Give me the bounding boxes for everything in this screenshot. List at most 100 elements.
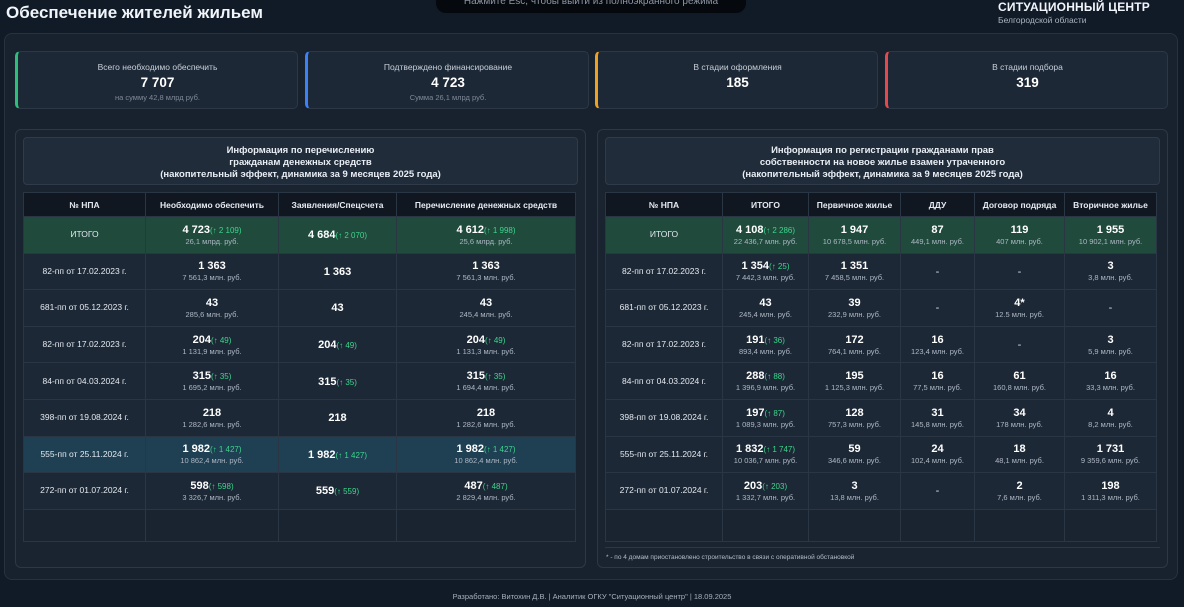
- cell-value: 4 684: [307, 229, 336, 242]
- table-cell: 4 612(↑ 1 998) 25,6 млрд. руб.: [396, 216, 576, 254]
- table-cell-empty: [396, 508, 576, 542]
- cell-value: 172: [845, 333, 864, 346]
- table-cell: 61 160,8 млн. руб.: [974, 362, 1065, 400]
- table-row: 681-пп от 05.12.2023 г. 43 245,4 млн. руб.…: [605, 289, 1157, 327]
- cell-value: 559: [315, 485, 335, 498]
- org-logo: СИТУАЦИОННЫЙ ЦЕНТР Белгородской области: [998, 0, 1150, 25]
- npa-cell: 272-пп от 01.07.2024 г.: [23, 472, 146, 510]
- npa-cell: 681-пп от 05.12.2023 г.: [23, 289, 146, 327]
- cell-sum: 346,6 млн. руб.: [828, 456, 881, 466]
- fullscreen-exit-toast: Нажмите Esc, чтобы выйти из полноэкранно…: [436, 0, 746, 13]
- cell-value: 218: [476, 406, 496, 419]
- table-row-empty: [605, 508, 1157, 542]
- cell-sum: 9 359,6 млн. руб.: [1080, 456, 1141, 466]
- panel-title-line: Информация по перечислению: [226, 145, 375, 156]
- cell-sum: 1 282,6 млн. руб.: [182, 419, 242, 429]
- table-cell: 288(↑ 88) 1 396,9 млн. руб.: [722, 362, 809, 400]
- registration-panel: Информация по регистрации гражданами пра…: [597, 129, 1168, 568]
- cell-value: 61: [1013, 370, 1026, 383]
- panel-title-line: (накопительный эффект, динамика за 9 мес…: [160, 169, 441, 180]
- kpi-value: 185: [726, 75, 749, 90]
- cell-value: 4*: [1014, 296, 1025, 309]
- cell-sum: 5,9 млн. руб.: [1088, 346, 1133, 356]
- table-cell: 1 363: [278, 252, 397, 291]
- cell-value: 204: [318, 339, 337, 352]
- kpi-value: 7 707: [140, 75, 175, 90]
- cell-sum: 26,1 млрд. руб.: [185, 236, 239, 246]
- cell-value: 1 955: [1096, 223, 1125, 236]
- cell-value: 288: [746, 370, 765, 383]
- cell-delta: (↑ 49): [336, 341, 357, 351]
- cell-sum: 10 902,1 млн. руб.: [1078, 236, 1143, 246]
- npa-cell: 82-пп от 17.02.2023 г.: [605, 325, 723, 364]
- npa-cell: ИТОГО: [605, 216, 723, 254]
- cell-delta: (↑ 25): [769, 262, 790, 272]
- kpi-label: В стадии подбора: [992, 62, 1063, 72]
- col-header-required: Необходимо обеспечить: [145, 192, 279, 217]
- table-cell: 4 723(↑ 2 109) 26,1 млрд. руб.: [145, 216, 279, 254]
- table-row: 82-пп от 17.02.2023 г. 1 363 7 561,3 млн. …: [23, 252, 576, 291]
- cell-value: 1 363: [472, 260, 500, 273]
- cell-sum: 3,8 млн. руб.: [1088, 273, 1133, 283]
- cell-delta: (↑ 559): [334, 487, 360, 497]
- transfers-panel: Информация по перечислению гражданам ден…: [15, 129, 586, 568]
- cell-sum: 8,2 млн. руб.: [1088, 419, 1133, 429]
- cell-value: 43: [205, 296, 219, 309]
- cell-sum: 1 282,6 млн. руб.: [456, 419, 516, 429]
- cell-sum: 764,1 млн. руб.: [828, 346, 881, 356]
- cell-sum: 145,8 млн. руб.: [911, 419, 964, 429]
- col-header-contract: Договор подряда: [974, 192, 1065, 217]
- cell-value: 16: [931, 370, 944, 383]
- kpi-sub: на сумму 42,8 млрд руб.: [114, 93, 201, 102]
- table-cell: 4* 12.5 млн. руб.: [974, 289, 1065, 327]
- table-cell: 1 955 10 902,1 млн. руб.: [1064, 216, 1157, 254]
- registration-panel-title: Информация по регистрации гражданами пра…: [605, 137, 1160, 185]
- table-cell-empty: [1064, 508, 1157, 542]
- cell-value: 18: [1013, 443, 1026, 456]
- cell-sum: 245,4 млн. руб.: [459, 309, 513, 319]
- panel-title-line: (накопительный эффект, динамика за 9 мес…: [742, 169, 1023, 180]
- table-row: ИТОГО 4 723(↑ 2 109) 26,1 млрд. руб. 4 684(…: [23, 216, 576, 254]
- org-title: СИТУАЦИОННЫЙ ЦЕНТР: [998, 0, 1150, 14]
- table-cell-empty: [605, 508, 723, 542]
- cell-value: 218: [202, 406, 222, 419]
- table-cell: 203(↑ 203) 1 332,7 млн. руб.: [722, 472, 809, 510]
- table-header-row: № НПА Необходимо обеспечить Заявления/Сп…: [23, 192, 576, 217]
- cell-value: 4 723: [182, 223, 210, 236]
- table-row: 681-пп от 05.12.2023 г. 43 285,6 млн. руб.…: [23, 289, 576, 327]
- table-cell: 16 33,3 млн. руб.: [1064, 362, 1157, 400]
- cell-value: -: [1017, 339, 1022, 352]
- cell-delta: (↑ 88): [764, 372, 785, 382]
- cell-sum: 232,9 млн. руб.: [828, 309, 881, 319]
- col-header-npa: № НПА: [605, 192, 723, 217]
- cell-value: 59: [848, 443, 861, 456]
- transfers-table: № НПА Необходимо обеспечить Заявления/Сп…: [23, 192, 576, 542]
- kpi-sub: Сумма 26,1 млрд руб.: [409, 93, 487, 102]
- cell-sum: 123,4 млн. руб.: [911, 346, 964, 356]
- cell-value: 218: [328, 412, 347, 425]
- cell-value: 4: [1107, 406, 1114, 419]
- cell-value: -: [935, 302, 940, 315]
- table-cell: 2 7,6 млн. руб.: [974, 472, 1065, 510]
- kpi-card-financed: Подтверждено финансирование 4 723 Сумма …: [305, 51, 589, 109]
- kpi-card-selection: В стадии подбора 319: [885, 51, 1168, 109]
- panel-title-line: собственности на новое жилье взамен утра…: [759, 157, 1006, 168]
- table-cell: 218: [278, 398, 397, 437]
- cell-value: 24: [931, 443, 944, 456]
- footnote-divider: [605, 547, 1160, 548]
- table-row: 555-пп от 25.11.2024 г. 1 982(↑ 1 427) 10 …: [23, 435, 576, 474]
- table-cell: -: [900, 289, 975, 327]
- cell-sum: 160,8 млн. руб.: [993, 383, 1046, 393]
- col-header-applications: Заявления/Спецсчета: [278, 192, 397, 217]
- table-cell: 43: [278, 289, 397, 327]
- cell-sum: 7 442,3 млн. руб.: [735, 273, 796, 283]
- cell-sum: 757,3 млн. руб.: [828, 419, 881, 429]
- cell-delta: (↑ 1 427): [335, 450, 368, 460]
- cell-delta: (↑ 203): [762, 481, 788, 491]
- cell-sum: 1 131,3 млн. руб.: [456, 346, 516, 356]
- table-cell-empty: [145, 508, 279, 542]
- npa-cell: 398-пп от 19.08.2024 г.: [23, 398, 146, 437]
- cell-delta: (↑ 598): [208, 481, 234, 491]
- table-cell: 18 48,1 млн. руб.: [974, 435, 1065, 474]
- table-cell: 1 982(↑ 1 427): [278, 435, 397, 474]
